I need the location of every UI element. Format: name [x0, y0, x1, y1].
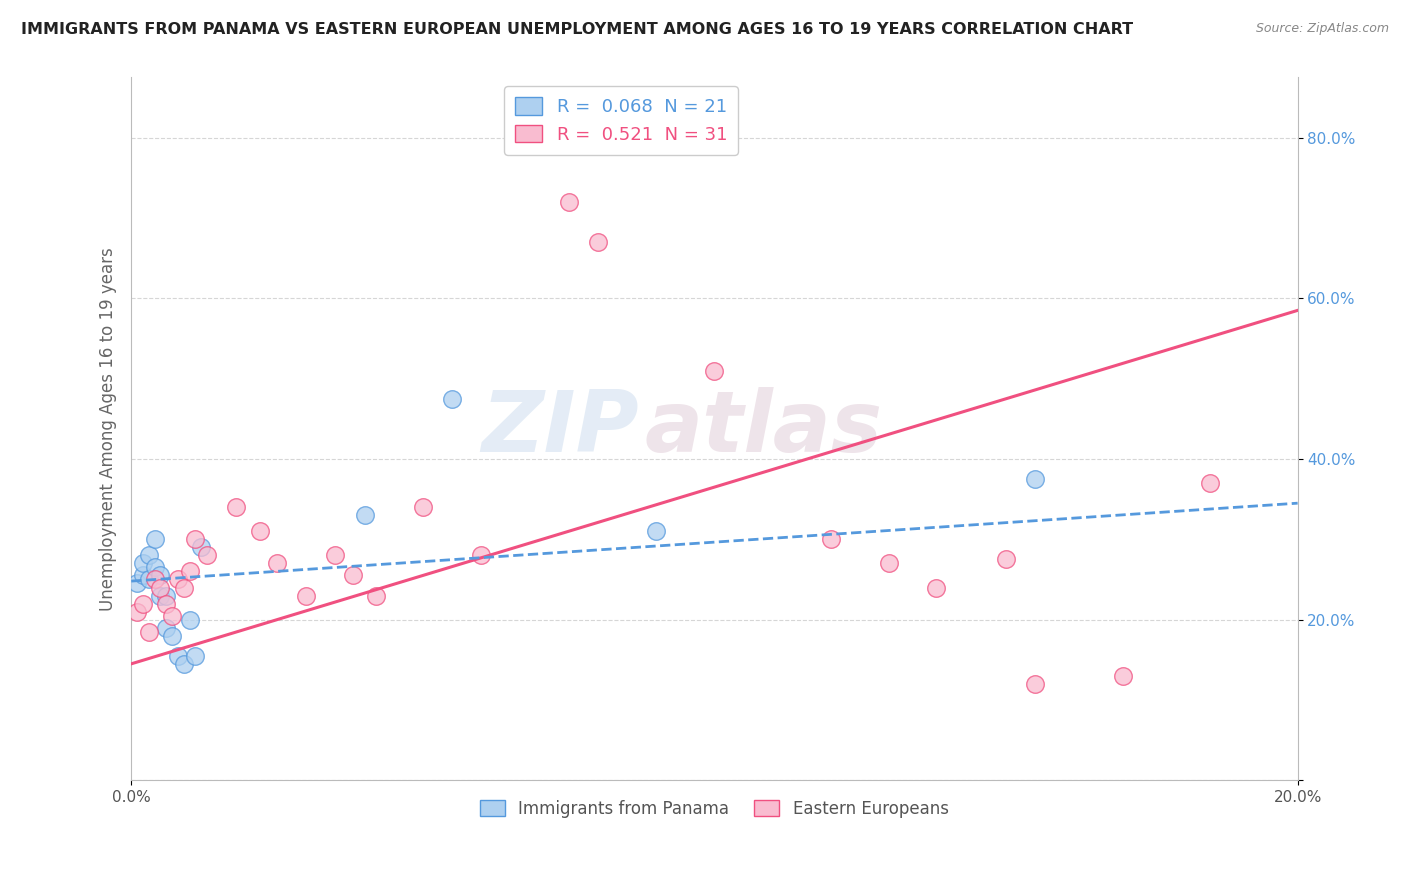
Point: [179, 565, 201, 579]
Point: [143, 573, 166, 587]
Point: [925, 581, 948, 595]
Point: [266, 557, 288, 571]
Point: [160, 629, 183, 643]
Point: [184, 533, 207, 547]
Point: [125, 576, 148, 591]
Point: [167, 573, 190, 587]
Point: [586, 235, 609, 249]
Point: [440, 392, 463, 406]
Point: [149, 589, 172, 603]
Point: [190, 541, 212, 555]
Point: [703, 364, 725, 378]
Point: [179, 613, 201, 627]
Text: ZIP: ZIP: [481, 387, 638, 470]
Point: [225, 500, 247, 515]
Point: [295, 589, 318, 603]
Point: [155, 597, 177, 611]
Point: [1024, 677, 1046, 691]
Point: [820, 533, 842, 547]
Point: [1199, 476, 1222, 491]
Y-axis label: Unemployment Among Ages 16 to 19 years: Unemployment Among Ages 16 to 19 years: [100, 247, 117, 611]
Point: [132, 597, 155, 611]
Point: [125, 605, 148, 619]
Point: [366, 589, 388, 603]
Point: [132, 568, 155, 582]
Point: [249, 524, 271, 539]
Point: [143, 560, 166, 574]
Point: [342, 568, 364, 582]
Point: [995, 552, 1018, 566]
Point: [138, 624, 160, 639]
Point: [138, 573, 160, 587]
Point: [173, 657, 195, 671]
Text: Source: ZipAtlas.com: Source: ZipAtlas.com: [1256, 22, 1389, 36]
Point: [325, 549, 347, 563]
Point: [155, 589, 177, 603]
Point: [160, 608, 183, 623]
Point: [1024, 472, 1046, 486]
Point: [138, 549, 160, 563]
Point: [149, 568, 172, 582]
Text: IMMIGRANTS FROM PANAMA VS EASTERN EUROPEAN UNEMPLOYMENT AMONG AGES 16 TO 19 YEAR: IMMIGRANTS FROM PANAMA VS EASTERN EUROPE…: [21, 22, 1133, 37]
Point: [155, 621, 177, 635]
Point: [184, 648, 207, 663]
Point: [557, 194, 579, 209]
Point: [645, 524, 668, 539]
Point: [149, 581, 172, 595]
Point: [412, 500, 434, 515]
Legend: Immigrants from Panama, Eastern Europeans: Immigrants from Panama, Eastern European…: [474, 793, 956, 825]
Point: [173, 581, 195, 595]
Point: [143, 533, 166, 547]
Point: [879, 557, 901, 571]
Point: [470, 549, 492, 563]
Point: [132, 557, 155, 571]
Point: [195, 549, 218, 563]
Point: [167, 648, 190, 663]
Point: [1111, 669, 1133, 683]
Text: atlas: atlas: [644, 387, 883, 470]
Point: [353, 508, 375, 523]
